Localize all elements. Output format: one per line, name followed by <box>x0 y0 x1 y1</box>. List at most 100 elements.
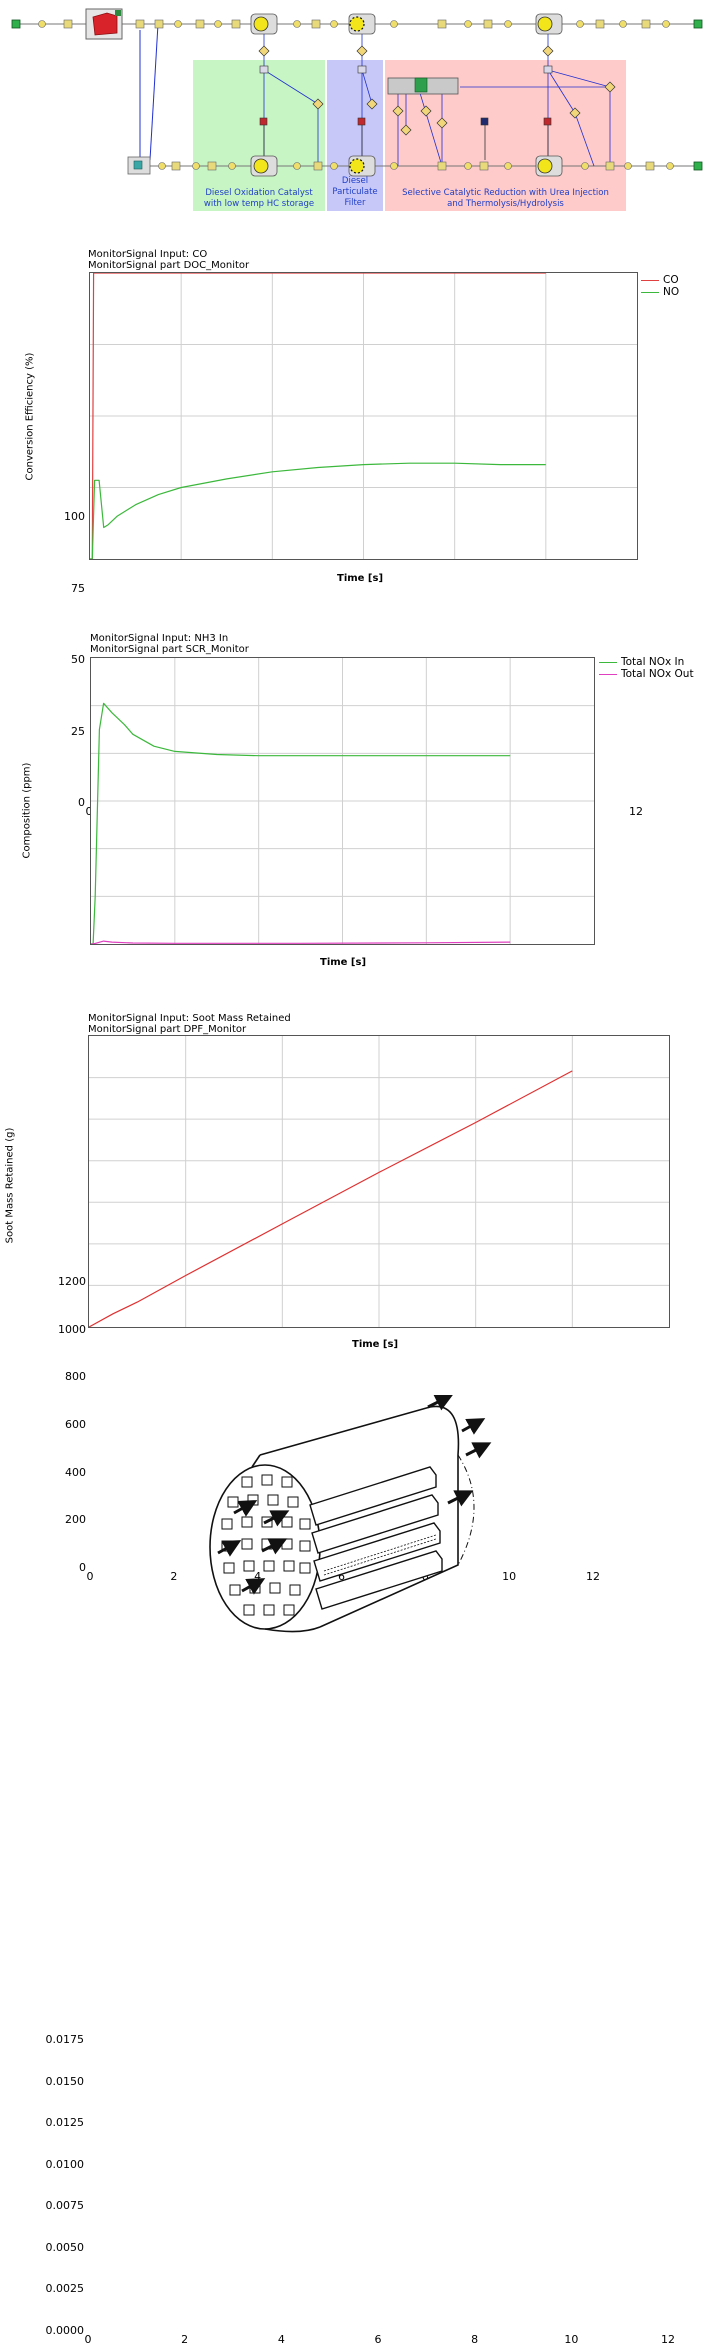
exhaust-system-schematic: Diesel Oxidation Catalyst with low temp … <box>0 0 719 215</box>
y-tick-label: 25 <box>71 724 85 738</box>
chart-scr-composition: MonitorSignal Input: NH3 In MonitorSigna… <box>0 625 719 1583</box>
legend-item-no: NO <box>641 286 679 298</box>
chart-1-xlabel: Time [s] <box>337 573 384 584</box>
schematic-network <box>11 8 703 177</box>
y-tick-label: 100 <box>64 510 85 523</box>
scr-diag-link <box>547 69 576 114</box>
y-tick-label: 0.0175 <box>45 2033 85 2046</box>
dpf-zone: Diesel Particulate Filter <box>327 60 383 211</box>
scr-zone-label: Selective Catalytic Reduction with Urea … <box>402 188 609 209</box>
inlet-arrow-2 <box>263 1510 290 1527</box>
dpf-diag-link <box>361 69 373 105</box>
x-tick-label: 4 <box>254 1570 262 1583</box>
scr-sensor-icon-b <box>543 117 552 126</box>
scr-catalyst-lower <box>535 155 563 177</box>
chart-2-xlabel: Time [s] <box>320 957 367 968</box>
doc-zone: Diesel Oxidation Catalyst with low temp … <box>193 60 325 211</box>
x-tick-label: 4 <box>277 2333 285 2346</box>
chart-1-svg <box>90 273 637 559</box>
upper-pipe-elements <box>38 19 670 29</box>
legend-item-total-nox-in: Total NOx In <box>599 656 694 668</box>
filter-channels <box>309 1466 443 1610</box>
inlet-arrow-3 <box>217 1540 242 1557</box>
scr-down-link <box>574 112 595 167</box>
x-tick-label: 2 <box>170 1570 178 1583</box>
dpf-monitor-box <box>357 65 367 74</box>
outlet-dash-curve <box>457 1454 475 1566</box>
doc-monitor-box <box>259 65 269 74</box>
x-tick-label: 10 <box>502 1570 517 1583</box>
lower-component-icon <box>133 160 143 170</box>
inlet-node-upper <box>11 19 21 29</box>
legend-item-total-nox-out: Total NOx Out <box>599 668 694 680</box>
doc-sensor-icon <box>259 117 268 126</box>
y-tick-label: 0 <box>79 1561 86 1574</box>
chart-3-ylabel: Soot Mass Retained (g) <box>4 1127 16 1244</box>
x-tick-label: 2 <box>181 2333 189 2346</box>
doc-diag-link <box>263 69 319 105</box>
y-tick-label: 0.0125 <box>45 2116 85 2130</box>
chart-3-xlabel: Time [s] <box>352 1339 399 1350</box>
inlet-arrow-5 <box>241 1578 266 1595</box>
chart-doc-conversion: MonitorSignal Input: CO MonitorSignal pa… <box>0 245 719 818</box>
dpf-filter-lower <box>348 155 376 177</box>
doc-catalyst-upper <box>250 13 278 35</box>
x-tick-label: 6 <box>374 2333 382 2346</box>
inlet-arrow-4 <box>261 1538 288 1555</box>
y-tick-label: 800 <box>65 1370 86 1384</box>
chart-2-legend: Total NOx In Total NOx Out <box>599 656 694 680</box>
y-tick-label: 75 <box>71 581 85 595</box>
y-tick-label: 1000 <box>58 1322 86 1336</box>
series-line-series-0 <box>89 1070 573 1327</box>
flow-arrows <box>217 1395 492 1595</box>
x-tick-label: 12 <box>586 1570 600 1583</box>
chart-2-title: MonitorSignal Input: NH3 In MonitorSigna… <box>90 633 249 655</box>
filter-hatching <box>323 1534 437 1576</box>
dpf-sensor-icon <box>357 117 366 126</box>
chart-dpf-soot: MonitorSignal Input: Soot Mass Retained … <box>0 1005 719 2346</box>
y-tick-label: 0.0025 <box>45 2282 85 2296</box>
chart-3-title: MonitorSignal Input: Soot Mass Retained … <box>88 1013 291 1035</box>
scr-catalyst-upper <box>535 13 563 35</box>
engine-badge-icon <box>115 10 121 16</box>
dpf-zone-label: Diesel Particulate Filter <box>332 176 378 208</box>
doc-catalyst-lower <box>250 155 278 177</box>
chart-1-title: MonitorSignal Input: CO MonitorSignal pa… <box>88 249 250 271</box>
scr-monitor-box <box>543 65 553 74</box>
lower-pipe-elements <box>158 161 674 171</box>
doc-zone-label: Diesel Oxidation Catalyst with low temp … <box>203 188 315 209</box>
x-tick-label: 0 <box>86 1570 94 1583</box>
legend-item-co: CO <box>641 274 679 286</box>
x-tick-label: 12 <box>661 2333 675 2346</box>
series-line-no <box>90 462 546 559</box>
y-tick-label: 0.0000 <box>45 2324 85 2337</box>
chart-2-plot-area <box>90 657 595 945</box>
x-tick-label: 0 <box>85 805 93 818</box>
x-tick-label: 6 <box>338 1570 345 1583</box>
y-tick-label: 50 <box>71 653 85 666</box>
y-tick-label: 400 <box>65 1465 86 1479</box>
dpf-cutaway-illustration <box>209 1395 492 1633</box>
outlet-arrow-3 <box>465 1442 492 1459</box>
series-line-co <box>90 273 546 559</box>
dpf-filter-upper <box>348 13 376 35</box>
engine-link-2 <box>149 23 159 161</box>
x-tick-label: 10 <box>564 2333 579 2346</box>
series-line-total-nox-out <box>91 940 511 944</box>
scr-sensor-icon-a <box>480 117 489 126</box>
x-tick-label: 8 <box>471 2333 479 2346</box>
y-tick-label: 200 <box>65 1513 86 1527</box>
outlet-arrow-2 <box>461 1418 486 1435</box>
outlet-node-lower <box>693 161 703 171</box>
chart-2-svg <box>91 658 594 944</box>
y-tick-label: 0.0100 <box>45 2157 85 2171</box>
y-tick-label: 1200 <box>58 1275 86 1288</box>
x-tick-label: 12 <box>629 805 643 818</box>
y-tick-label: 0.0075 <box>45 2199 85 2213</box>
outlet-node-upper <box>693 19 703 29</box>
y-tick-label: 0 <box>78 796 85 809</box>
x-tick-label: 0 <box>84 2333 92 2346</box>
outlet-arrow-1 <box>427 1395 454 1411</box>
series-line-total-nox-in <box>91 702 511 944</box>
outlet-arrow-4 <box>447 1490 474 1507</box>
